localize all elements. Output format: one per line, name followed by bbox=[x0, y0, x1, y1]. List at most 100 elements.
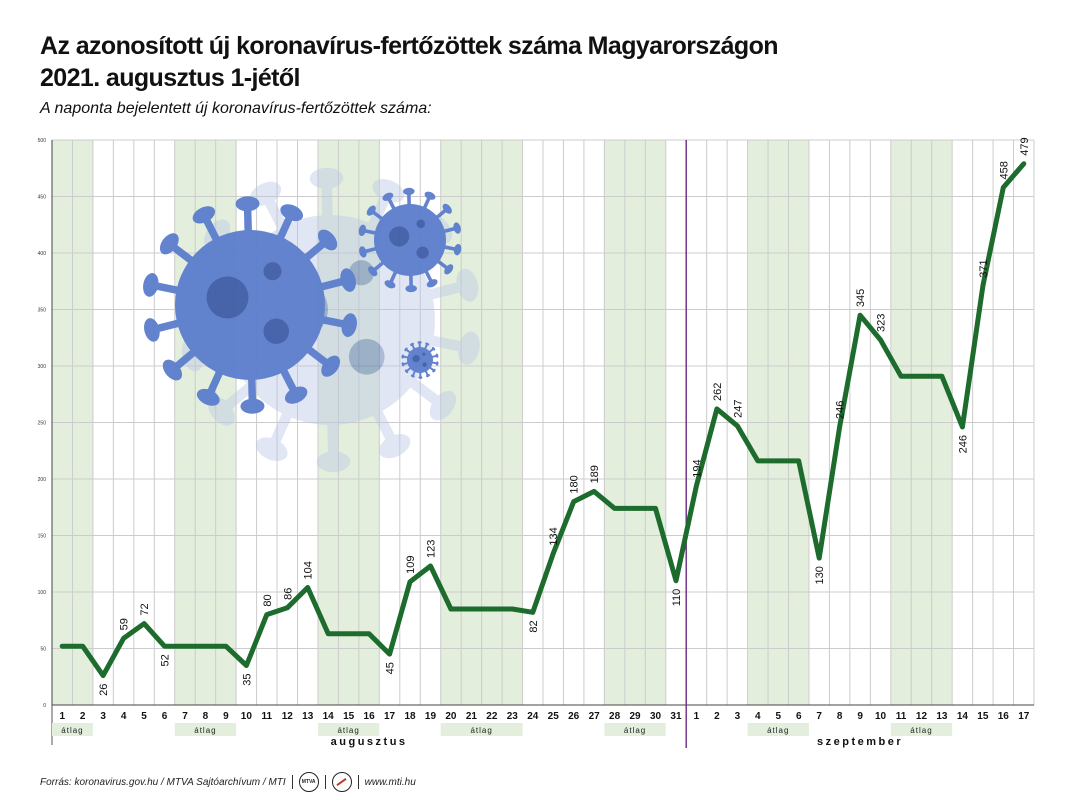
x-tick-label: 23 bbox=[507, 711, 519, 722]
x-tick-label: 9 bbox=[857, 711, 863, 722]
mti-logo-icon bbox=[331, 772, 352, 792]
y-tick-label: 50 bbox=[40, 647, 46, 653]
x-tick-label: 16 bbox=[364, 711, 376, 722]
x-tick-label: 11 bbox=[262, 711, 273, 722]
x-tick-label: 31 bbox=[670, 711, 682, 722]
x-tick-label: 10 bbox=[875, 711, 887, 722]
x-tick-label: 1 bbox=[694, 711, 700, 722]
x-tick-label: 11 bbox=[896, 711, 907, 722]
data-label: 104 bbox=[303, 561, 315, 579]
x-tick-label: 25 bbox=[548, 711, 560, 722]
x-tick-label: 22 bbox=[486, 711, 498, 722]
virus-medium bbox=[358, 187, 462, 293]
x-tick-label: 26 bbox=[568, 711, 580, 722]
y-tick-label: 300 bbox=[38, 364, 47, 370]
data-label: 458 bbox=[998, 161, 1010, 179]
average-label: átlag bbox=[767, 726, 789, 735]
data-label: 323 bbox=[876, 314, 888, 332]
data-label: 35 bbox=[241, 673, 253, 685]
data-label: 52 bbox=[160, 654, 172, 666]
x-tick-label: 2 bbox=[714, 711, 720, 722]
x-tick-label: 13 bbox=[302, 711, 314, 722]
data-label: 371 bbox=[978, 259, 990, 277]
data-label: 130 bbox=[814, 566, 826, 584]
y-tick-label: 350 bbox=[38, 308, 47, 314]
data-label: 247 bbox=[732, 400, 744, 418]
data-label: 134 bbox=[548, 527, 560, 545]
virus-illustration bbox=[143, 167, 480, 473]
axes: 0 50 100 150 200 250 300 350 400 450 500 bbox=[38, 138, 1034, 748]
average-label-bg bbox=[317, 723, 380, 736]
data-label: 345 bbox=[855, 289, 867, 307]
average-label-bg bbox=[604, 723, 666, 736]
source-text: Forrás: koronavirus.gov.hu / MTVA Sajtóa… bbox=[40, 776, 286, 788]
data-label: 59 bbox=[119, 618, 131, 630]
x-tick-label: 12 bbox=[282, 711, 294, 722]
virus-large bbox=[143, 196, 357, 414]
x-tick-label: 4 bbox=[755, 711, 761, 722]
footer-divider bbox=[324, 775, 326, 789]
data-label: 194 bbox=[691, 459, 703, 477]
x-tick-label: 8 bbox=[203, 711, 209, 722]
data-label: 479 bbox=[1019, 137, 1031, 155]
average-label-bg bbox=[174, 723, 237, 736]
average-label-bg bbox=[52, 723, 93, 736]
chart-title: Az azonosított új koronavírus-fertőzötte… bbox=[40, 30, 779, 94]
data-label: 80 bbox=[262, 594, 274, 606]
average-label: átlag bbox=[470, 726, 492, 735]
y-tick-label: 200 bbox=[38, 477, 47, 483]
x-tick-label: 19 bbox=[425, 711, 437, 722]
x-tick-label: 6 bbox=[162, 711, 168, 722]
data-label: 246 bbox=[957, 435, 969, 453]
y-tick-label: 100 bbox=[38, 590, 47, 596]
average-label-bg bbox=[440, 723, 523, 736]
y-tick-label: 250 bbox=[38, 421, 47, 427]
footer-divider bbox=[357, 775, 359, 789]
x-tick-label: 16 bbox=[998, 711, 1010, 722]
x-tick-label: 15 bbox=[977, 711, 989, 722]
data-label: 45 bbox=[385, 662, 397, 674]
mtva-logo: MTVA bbox=[298, 772, 319, 792]
x-axis-labels: 1 2 3 4 5 6 7 8 9 10 11 12 13 14 15 16 17 18 19 20 21 22 23 24 2… bbox=[52, 711, 1030, 748]
data-label: 123 bbox=[425, 540, 437, 558]
x-tick-label: 14 bbox=[323, 711, 335, 722]
x-tick-label: 6 bbox=[796, 711, 802, 722]
data-label: 180 bbox=[569, 475, 581, 493]
x-tick-label: 14 bbox=[957, 711, 969, 722]
x-tick-label: 5 bbox=[141, 711, 147, 722]
month-label: augusztus bbox=[331, 736, 408, 748]
x-tick-label: 3 bbox=[100, 711, 106, 722]
data-label: 109 bbox=[405, 555, 417, 573]
y-tick-label: 400 bbox=[38, 251, 47, 257]
data-label: 246 bbox=[835, 401, 847, 419]
series-line bbox=[59, 161, 1027, 679]
y-tick-label: 150 bbox=[38, 534, 47, 540]
x-tick-label: 17 bbox=[384, 711, 396, 722]
x-tick-label: 24 bbox=[527, 711, 539, 722]
average-label-bg bbox=[890, 723, 953, 736]
x-tick-label: 13 bbox=[936, 711, 948, 722]
data-label: 86 bbox=[282, 588, 294, 600]
x-tick-label: 1 bbox=[59, 711, 65, 722]
footer-url: www.mti.hu bbox=[364, 776, 416, 788]
y-tick-label: 500 bbox=[38, 138, 47, 144]
average-label: átlag bbox=[61, 726, 83, 735]
x-tick-label: 21 bbox=[466, 711, 478, 722]
y-tick-label: 450 bbox=[38, 195, 47, 201]
footer: Forrás: koronavirus.gov.hu / MTVA Sajtóa… bbox=[40, 772, 416, 792]
x-tick-label: 7 bbox=[182, 711, 188, 722]
title-line-2: 2021. augusztus 1-jétől bbox=[40, 64, 301, 92]
x-tick-label: 18 bbox=[404, 711, 416, 722]
x-tick-label: 10 bbox=[241, 711, 253, 722]
x-tick-label: 29 bbox=[630, 711, 642, 722]
y-tick-label: 0 bbox=[43, 703, 46, 709]
series-line-path bbox=[59, 161, 1027, 679]
x-tick-label: 28 bbox=[609, 711, 621, 722]
average-label: átlag bbox=[337, 726, 359, 735]
x-tick-label: 7 bbox=[816, 711, 822, 722]
x-tick-label: 15 bbox=[343, 711, 355, 722]
x-tick-label: 9 bbox=[223, 711, 229, 722]
x-tick-label: 27 bbox=[589, 711, 601, 722]
x-tick-label: 4 bbox=[121, 711, 127, 722]
